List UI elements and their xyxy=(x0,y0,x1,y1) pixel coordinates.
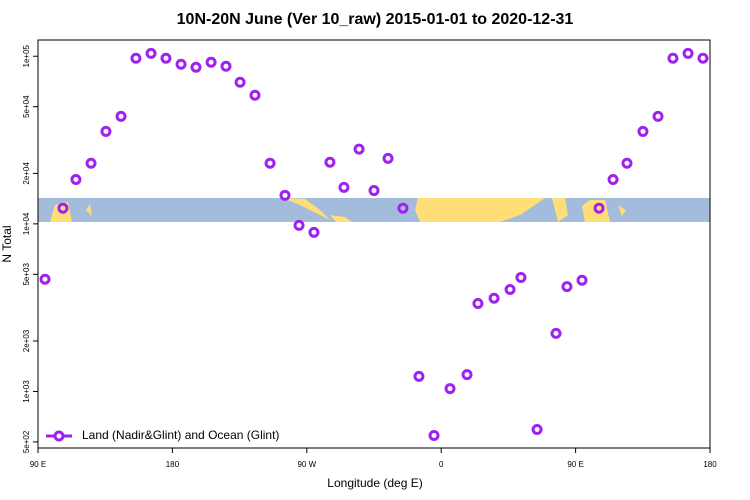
y-tick-label: 5e+04 xyxy=(22,95,31,118)
point xyxy=(264,157,276,169)
x-tick-label: 90 W xyxy=(297,460,316,469)
y-tick-label: 2e+04 xyxy=(22,162,31,185)
point xyxy=(220,60,232,72)
point xyxy=(39,273,51,285)
legend-label: Land (Nadir&Glint) and Ocean (Glint) xyxy=(82,428,279,442)
point xyxy=(338,181,350,193)
point xyxy=(593,202,605,214)
point xyxy=(461,369,473,381)
point xyxy=(697,52,709,64)
point xyxy=(324,156,336,168)
x-tick-label: 0 xyxy=(439,460,444,469)
point xyxy=(607,173,619,185)
x-axis-label: Longitude (deg E) xyxy=(327,476,422,490)
point xyxy=(515,271,527,283)
point xyxy=(550,327,562,339)
point xyxy=(279,189,291,201)
point xyxy=(293,219,305,231)
point xyxy=(353,143,365,155)
point xyxy=(472,297,484,309)
y-tick-label: 2e+03 xyxy=(22,329,31,352)
point xyxy=(85,157,97,169)
point xyxy=(682,47,694,59)
point xyxy=(115,110,127,122)
chart-title: 10N-20N June (Ver 10_raw) 2015-01-01 to … xyxy=(177,11,574,28)
point xyxy=(234,76,246,88)
point xyxy=(308,226,320,238)
y-tick-label: 1e+03 xyxy=(22,380,31,403)
point xyxy=(175,58,187,70)
point xyxy=(145,47,157,59)
point xyxy=(428,430,440,442)
map-strip xyxy=(38,198,710,222)
point xyxy=(561,281,573,293)
y-axis-label: N Total xyxy=(0,225,14,262)
point xyxy=(621,157,633,169)
point xyxy=(488,292,500,304)
point xyxy=(531,424,543,436)
point xyxy=(57,202,69,214)
point xyxy=(205,56,217,68)
point xyxy=(413,370,425,382)
x-tick-label: 90 E xyxy=(567,460,583,469)
y-tick-label: 1e+05 xyxy=(22,44,31,67)
x-tick-label: 90 E xyxy=(30,460,46,469)
point xyxy=(70,173,82,185)
y-tick-label: 5e+03 xyxy=(22,263,31,286)
point xyxy=(100,125,112,137)
y-tick-label: 5e+02 xyxy=(22,430,31,453)
y-tick-label: 1e+04 xyxy=(22,212,31,235)
point xyxy=(637,125,649,137)
x-tick-label: 180 xyxy=(166,460,180,469)
point xyxy=(504,283,516,295)
legend-marker xyxy=(53,430,65,442)
point xyxy=(667,52,679,64)
point xyxy=(576,274,588,286)
point xyxy=(190,61,202,73)
point xyxy=(397,202,409,214)
point xyxy=(652,110,664,122)
point xyxy=(368,185,380,197)
point xyxy=(444,383,456,395)
x-tick-label: 180 xyxy=(703,460,717,469)
plot-frame xyxy=(37,39,711,449)
point xyxy=(382,152,394,164)
point xyxy=(130,52,142,64)
point xyxy=(160,52,172,64)
point xyxy=(249,89,261,101)
